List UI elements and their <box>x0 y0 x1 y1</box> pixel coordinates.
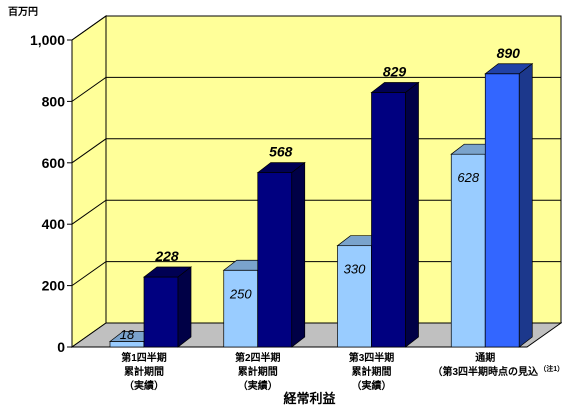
data-label: 18 <box>120 327 135 342</box>
category-label: 累計期間 <box>124 365 164 378</box>
bar-side <box>405 81 419 348</box>
y-tick-label: 400 <box>42 216 66 232</box>
y-tick-label: 200 <box>42 278 66 294</box>
data-label: 829 <box>383 63 407 79</box>
chart-side-wall <box>71 15 107 348</box>
category-label: （実績） <box>238 379 278 392</box>
data-label: 228 <box>154 248 179 264</box>
y-gridline <box>71 76 561 102</box>
bar-front <box>337 245 372 348</box>
y-tick-label: 600 <box>42 155 66 171</box>
bar-front <box>223 269 259 348</box>
category-label: 第1四半期 <box>121 351 167 364</box>
category-label: 累計期間 <box>352 365 392 378</box>
bar-front <box>143 276 179 348</box>
x-axis-label: 経常利益 <box>283 391 335 406</box>
category-label: 第3四半期 <box>349 351 395 364</box>
category-label: 第2四半期 <box>235 351 281 364</box>
category-label: （第3四半期時点の見込 <box>432 365 538 378</box>
data-label: 568 <box>269 144 293 160</box>
bar-front <box>257 172 293 348</box>
bar-side <box>291 161 306 348</box>
category-label: （実績） <box>124 379 164 392</box>
category-label: 累計期間 <box>238 365 278 378</box>
bar-side <box>177 266 192 348</box>
y-gridline <box>71 15 561 41</box>
data-label: 890 <box>497 45 521 61</box>
bar-front <box>109 341 145 348</box>
y-tick-label: 800 <box>42 93 66 109</box>
bar-front <box>371 92 406 348</box>
y-tick-label: 1,000 <box>30 32 65 48</box>
data-label: 250 <box>229 286 252 301</box>
data-label: 628 <box>457 170 479 185</box>
category-label: 通期 <box>475 351 495 364</box>
y-tick-label: 0 <box>57 339 65 355</box>
data-label: 330 <box>344 262 366 277</box>
category-note: （注1） <box>539 364 562 373</box>
category-label: （実績） <box>352 379 392 392</box>
bar-front <box>484 73 520 348</box>
bar-side <box>518 63 533 348</box>
unit-label: 百万円 <box>8 6 38 18</box>
